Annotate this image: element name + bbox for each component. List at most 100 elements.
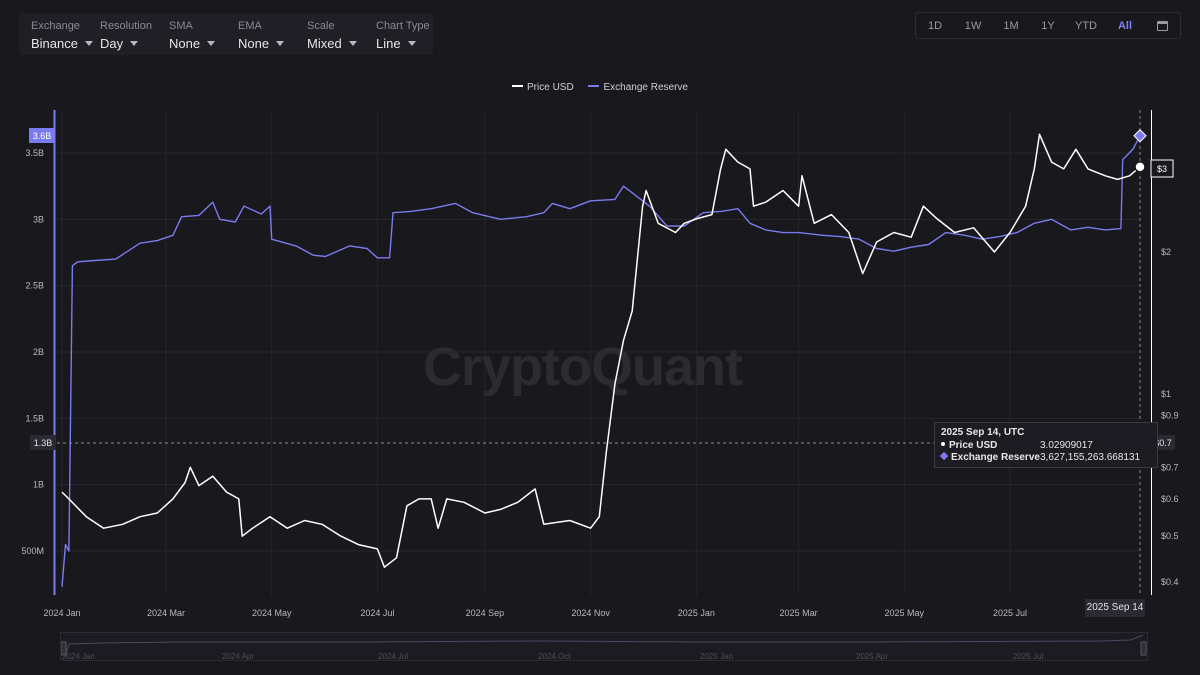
- left-tick-label: 1.5B: [25, 413, 44, 423]
- navigator-label: 2024 Oct: [538, 652, 571, 661]
- chevron-down-icon: [407, 41, 416, 46]
- reserve-end-marker: [1133, 129, 1147, 143]
- right-tick-label: $0.5: [1161, 531, 1179, 541]
- dropdown-label: EMA: [238, 20, 262, 32]
- tooltip-reserve-value: 3,627,155,263.668131: [1040, 452, 1141, 463]
- legend-item-price[interactable]: Price USD: [512, 82, 574, 93]
- right-tick-label: $0.4: [1161, 577, 1179, 587]
- x-tick-label: 2025 May: [885, 608, 925, 618]
- left-current-badge: [29, 128, 55, 143]
- price-swatch: [512, 85, 524, 87]
- navigator-label: 2025 Jan: [700, 652, 733, 661]
- right-current-value: $3: [1157, 164, 1167, 174]
- dropdown-label: Exchange: [31, 20, 80, 32]
- calendar-button[interactable]: [1144, 20, 1180, 31]
- tooltip-row-price: Price USD 3.02909017: [941, 440, 1151, 452]
- dropdown-ema[interactable]: EMA None: [226, 13, 295, 55]
- range-button-1y[interactable]: 1Y: [1041, 19, 1055, 32]
- dropdown-value: Binance: [31, 36, 93, 51]
- range-button-ytd[interactable]: YTD: [1075, 19, 1097, 32]
- legend-reserve-label: Exchange Reserve: [603, 82, 688, 93]
- chevron-down-icon: [84, 41, 93, 46]
- reserve-swatch: [588, 85, 600, 87]
- watermark: CryptoQuant: [423, 337, 743, 397]
- left-current-value: 3.6B: [33, 131, 52, 141]
- x-tick-label: 2025 Mar: [780, 608, 818, 618]
- navigator-label: 2024 Jan: [62, 652, 95, 661]
- chevron-down-icon: [207, 41, 216, 46]
- dropdown-value: None: [238, 36, 295, 51]
- price-end-marker: [1134, 161, 1146, 173]
- crosshair-left-badge: [30, 435, 56, 450]
- navigator-left-handle: [61, 641, 67, 656]
- crosshair-date-badge: 2025 Sep 14: [1085, 599, 1145, 617]
- right-tick-label: $2: [1161, 247, 1171, 257]
- dropdown-chart-type[interactable]: Chart Type Line: [364, 13, 433, 55]
- range-button-1w[interactable]: 1W: [964, 19, 982, 32]
- dropdown-label: Chart Type: [376, 20, 430, 32]
- left-tick-label: 2.5B: [25, 281, 44, 291]
- range-button-1d[interactable]: 1D: [927, 19, 943, 32]
- crosshair-tooltip: 2025 Sep 14, UTC Price USD 3.02909017 Exc…: [934, 422, 1158, 468]
- dropdown-resolution[interactable]: Resolution Day: [88, 13, 157, 55]
- price-dot-icon: [941, 442, 945, 446]
- dropdown-value: Mixed: [307, 36, 364, 51]
- left-tick-label: 3.5B: [25, 148, 44, 158]
- left-tick-label: 3B: [33, 214, 44, 224]
- navigator-label: 2024 Jul: [378, 652, 409, 661]
- right-tick-label: $1: [1161, 389, 1171, 399]
- right-current-badge: [1150, 159, 1174, 178]
- left-tick-label: 1B: [33, 480, 44, 490]
- dropdown-sma[interactable]: SMA None: [157, 13, 226, 55]
- range-button-all[interactable]: All: [1117, 19, 1133, 32]
- left-tick-label: 2B: [33, 347, 44, 357]
- dropdown-value: Day: [100, 36, 157, 51]
- dropdown-label: Scale: [307, 20, 335, 32]
- series-line-exchange-reserve: [61, 135, 1141, 587]
- dropdown-exchange[interactable]: Exchange Binance: [19, 13, 93, 55]
- tooltip-row-reserve: Exchange Reserve 3,627,155,263.668131: [939, 451, 1151, 464]
- x-tick-label: 2024 Mar: [147, 608, 185, 618]
- calendar-icon: [1156, 20, 1168, 31]
- range-button-1m[interactable]: 1M: [1003, 19, 1019, 32]
- dropdown-value: Line: [376, 36, 433, 51]
- chevron-down-icon: [276, 41, 285, 46]
- chevron-down-icon: [130, 41, 139, 46]
- x-tick-label: 2024 Sep: [466, 608, 505, 618]
- navigator-label: 2024 Apr: [222, 652, 255, 661]
- tooltip-price-label: Price USD: [949, 440, 998, 451]
- x-tick-label: 2024 Jan: [43, 608, 80, 618]
- tooltip-price-value: 3.02909017: [1040, 440, 1093, 451]
- dropdown-scale[interactable]: Scale Mixed: [295, 13, 364, 55]
- legend-item-reserve[interactable]: Exchange Reserve: [588, 82, 688, 93]
- chevron-down-icon: [348, 41, 357, 46]
- navigator-label: 2025 Jul: [1013, 652, 1044, 661]
- crosshair-right-value: $0.7: [1154, 438, 1172, 448]
- x-tick-label: 2024 May: [252, 608, 292, 618]
- right-tick-label: $0.7: [1161, 462, 1179, 472]
- left-tick-label: 500M: [21, 546, 44, 556]
- dropdown-label: SMA: [169, 20, 193, 32]
- range-navigator[interactable]: [60, 632, 1148, 661]
- right-tick-label: $0.9: [1161, 411, 1179, 421]
- chart-legend: Price USD Exchange Reserve: [0, 82, 1200, 93]
- tooltip-date: 2025 Sep 14, UTC: [941, 427, 1025, 438]
- dropdown-value: None: [169, 36, 226, 51]
- x-tick-label: 2025 Jul: [993, 608, 1027, 618]
- right-tick-label: $0.6: [1161, 494, 1179, 504]
- toolbar: Exchange Binance Resolution Day SMA None EMA No…: [19, 13, 433, 55]
- navigator-overview: [61, 634, 1147, 658]
- x-tick-label: 2024 Nov: [571, 608, 610, 618]
- tooltip-reserve-label: Exchange Reserve: [951, 452, 1040, 463]
- series-line-price-usd: [61, 133, 1141, 568]
- legend-price-label: Price USD: [527, 82, 574, 93]
- navigator-right-handle: [1140, 641, 1147, 656]
- x-tick-label: 2024 Jul: [360, 608, 394, 618]
- dropdown-label: Resolution: [100, 20, 152, 32]
- time-range-selector: 1D 1W 1M 1Y YTD All: [915, 12, 1181, 39]
- x-tick-label: 2025 Jan: [678, 608, 715, 618]
- navigator-label: 2025 Apr: [856, 652, 889, 661]
- reserve-diamond-icon: [939, 451, 949, 461]
- crosshair-left-value: 1.3B: [34, 438, 53, 448]
